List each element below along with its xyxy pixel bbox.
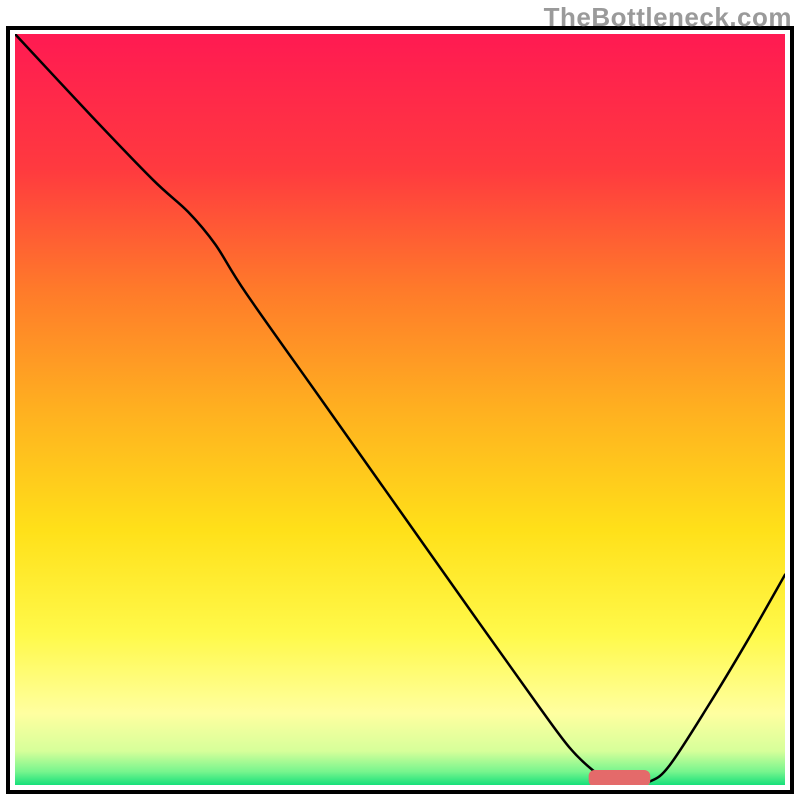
watermark-text: TheBottleneck.com bbox=[544, 2, 792, 33]
optimum-marker bbox=[589, 770, 651, 787]
chart-svg bbox=[0, 0, 800, 800]
chart-stage: TheBottleneck.com bbox=[0, 0, 800, 800]
gradient-background bbox=[15, 34, 785, 785]
